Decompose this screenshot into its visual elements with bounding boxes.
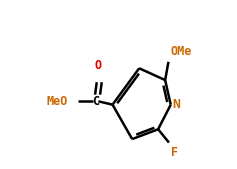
Text: N: N	[172, 98, 180, 111]
Text: C: C	[92, 95, 100, 108]
Text: O: O	[94, 59, 101, 72]
Text: F: F	[171, 146, 178, 159]
Text: MeO: MeO	[46, 95, 68, 108]
Text: OMe: OMe	[170, 45, 191, 58]
